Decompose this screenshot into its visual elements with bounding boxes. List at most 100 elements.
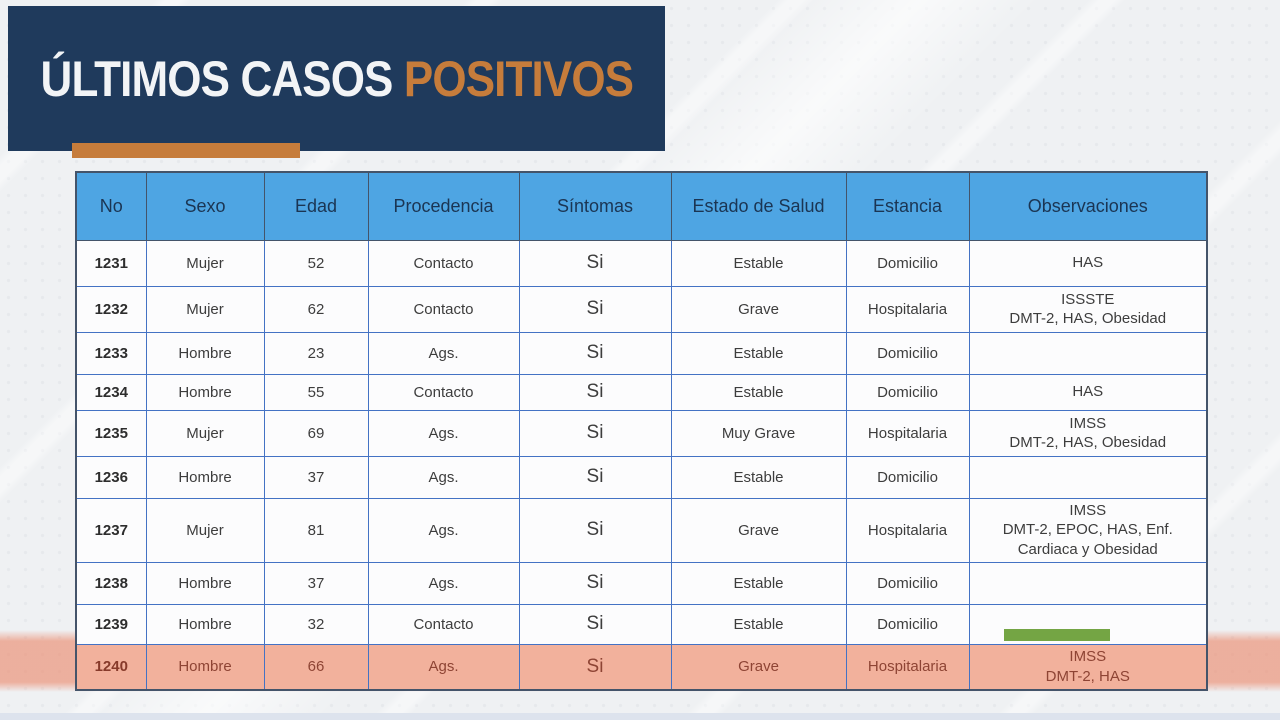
page-title-main: ÚLTIMOS CASOS: [40, 50, 394, 107]
cell-estancia: Hospitalaria: [845, 643, 970, 691]
cell-no: 1233: [75, 331, 147, 375]
cell-edad: 69: [263, 409, 369, 457]
cell-edad: 52: [263, 239, 369, 287]
cell-sexo: Mujer: [145, 239, 265, 287]
cell-estancia: Domicilio: [845, 455, 970, 499]
cell-edad: 81: [263, 497, 369, 563]
cell-edad: 55: [263, 373, 369, 411]
cell-observaciones: [968, 331, 1208, 375]
cell-sintomas: Si: [518, 285, 672, 333]
cell-sexo: Hombre: [145, 373, 265, 411]
cell-no: 1231: [75, 239, 147, 287]
cell-no: 1240: [75, 643, 147, 691]
cell-sintomas: Si: [518, 409, 672, 457]
col-header-estancia: Estancia: [845, 171, 970, 241]
col-header-sintomas: Síntomas: [518, 171, 672, 241]
cell-observaciones: ISSSTE DMT-2, HAS, Obesidad: [968, 285, 1208, 333]
cell-estado: Estable: [670, 373, 847, 411]
table-row: 1231 Mujer 52 Contacto Si Estable Domicilio HAS: [75, 239, 1208, 287]
col-header-observaciones: Observaciones: [968, 171, 1208, 241]
cell-observaciones: IMSS DMT-2, HAS, Obesidad: [968, 409, 1208, 457]
cell-sexo: Hombre: [145, 561, 265, 605]
table-row: 1234 Hombre 55 Contacto Si Estable Domicilio HA…: [75, 373, 1208, 411]
cell-procedencia: Ags.: [367, 497, 520, 563]
cell-estancia: Domicilio: [845, 331, 970, 375]
cell-procedencia: Ags.: [367, 331, 520, 375]
cell-no: 1237: [75, 497, 147, 563]
cell-estado: Estable: [670, 603, 847, 645]
cell-edad: 23: [263, 331, 369, 375]
cases-table-head: No Sexo Edad Procedencia Síntomas Estado de S…: [75, 171, 1208, 241]
cell-observaciones: HAS: [968, 373, 1208, 411]
col-header-edad: Edad: [263, 171, 369, 241]
title-spacer: [393, 51, 404, 107]
cell-estancia: Hospitalaria: [845, 409, 970, 457]
table-row: 1239 Hombre 32 Contacto Si Estable Domicilio: [75, 603, 1208, 645]
cell-estancia: Hospitalaria: [845, 285, 970, 333]
cell-procedencia: Contacto: [367, 285, 520, 333]
cell-observaciones: [968, 561, 1208, 605]
cell-sintomas: Si: [518, 331, 672, 375]
cell-sexo: Mujer: [145, 409, 265, 457]
cell-estancia: Domicilio: [845, 561, 970, 605]
cell-no: 1238: [75, 561, 147, 605]
title-underline-bar: [72, 143, 300, 158]
cell-estado: Estable: [670, 239, 847, 287]
cell-observaciones: IMSS DMT-2, HAS: [968, 643, 1208, 691]
cell-sintomas: Si: [518, 603, 672, 645]
cell-procedencia: Contacto: [367, 373, 520, 411]
cell-procedencia: Contacto: [367, 603, 520, 645]
cell-no: 1232: [75, 285, 147, 333]
cell-observaciones: IMSS DMT-2, EPOC, HAS, Enf. Cardiaca y O…: [968, 497, 1208, 563]
col-header-sexo: Sexo: [145, 171, 265, 241]
cell-no: 1235: [75, 409, 147, 457]
col-header-estado: Estado de Salud: [670, 171, 847, 241]
table-row: 1235 Mujer 69 Ags. Si Muy Grave Hospitalaria IM…: [75, 409, 1208, 457]
cell-sexo: Hombre: [145, 455, 265, 499]
green-marker-bar: [1004, 629, 1110, 641]
col-header-procedencia: Procedencia: [367, 171, 520, 241]
cell-estancia: Domicilio: [845, 373, 970, 411]
cell-sintomas: Si: [518, 497, 672, 563]
cell-procedencia: Ags.: [367, 455, 520, 499]
cell-sexo: Hombre: [145, 331, 265, 375]
cell-edad: 37: [263, 455, 369, 499]
cell-sintomas: Si: [518, 373, 672, 411]
cell-sintomas: Si: [518, 239, 672, 287]
table-row: 1240 Hombre 66 Ags. Si Grave Hospitalaria IMSS …: [75, 643, 1208, 691]
cell-sintomas: Si: [518, 455, 672, 499]
cell-edad: 37: [263, 561, 369, 605]
header-row: No Sexo Edad Procedencia Síntomas Estado de S…: [75, 171, 1208, 241]
col-header-no: No: [75, 171, 147, 241]
cell-sexo: Hombre: [145, 603, 265, 645]
cell-estado: Grave: [670, 285, 847, 333]
table-row: 1233 Hombre 23 Ags. Si Estable Domicilio: [75, 331, 1208, 375]
cell-sintomas: Si: [518, 643, 672, 691]
page-title: ÚLTIMOS CASOS POSITIVOS: [8, 50, 634, 108]
cell-sexo: Mujer: [145, 285, 265, 333]
cell-edad: 32: [263, 603, 369, 645]
cell-estado: Estable: [670, 331, 847, 375]
page-title-accent: POSITIVOS: [403, 50, 634, 107]
cell-no: 1236: [75, 455, 147, 499]
table-row: 1237 Mujer 81 Ags. Si Grave Hospitalaria IMSS D…: [75, 497, 1208, 563]
cell-no: 1239: [75, 603, 147, 645]
cell-observaciones: [968, 455, 1208, 499]
cell-sexo: Hombre: [145, 643, 265, 691]
cell-estancia: Domicilio: [845, 603, 970, 645]
cell-procedencia: Contacto: [367, 239, 520, 287]
table-row: 1236 Hombre 37 Ags. Si Estable Domicilio: [75, 455, 1208, 499]
cases-table: No Sexo Edad Procedencia Síntomas Estado de S…: [75, 171, 1208, 691]
cases-table-body: 1231 Mujer 52 Contacto Si Estable Domicilio HAS…: [75, 239, 1208, 691]
cell-edad: 62: [263, 285, 369, 333]
cell-estado: Estable: [670, 561, 847, 605]
cell-estancia: Hospitalaria: [845, 497, 970, 563]
cell-procedencia: Ags.: [367, 561, 520, 605]
slide-header: ÚLTIMOS CASOS POSITIVOS: [8, 6, 665, 151]
cell-procedencia: Ags.: [367, 409, 520, 457]
cell-estado: Grave: [670, 643, 847, 691]
cell-estado: Estable: [670, 455, 847, 499]
cell-edad: 66: [263, 643, 369, 691]
cell-estado: Muy Grave: [670, 409, 847, 457]
cell-sintomas: Si: [518, 561, 672, 605]
